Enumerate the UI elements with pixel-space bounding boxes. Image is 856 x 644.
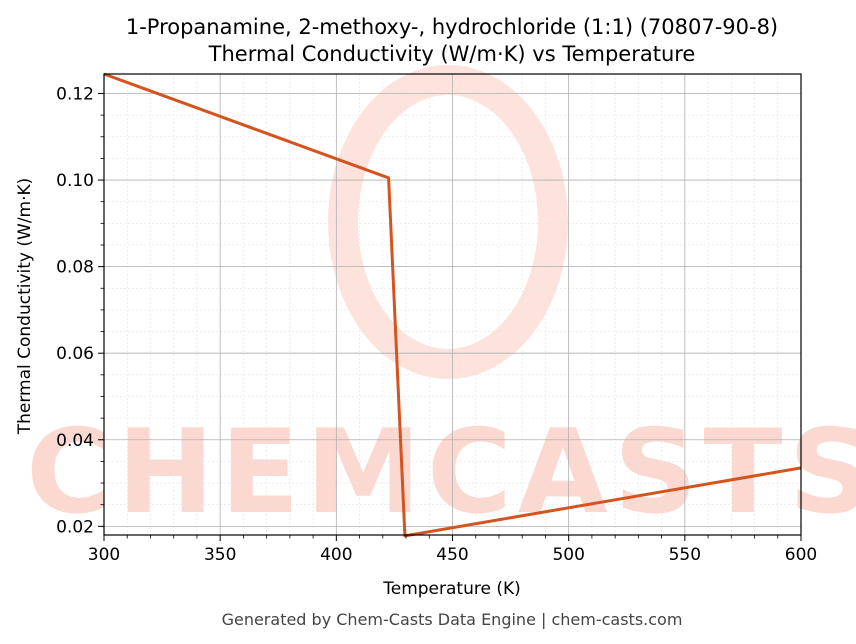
y-tick-label: 0.08 bbox=[56, 258, 94, 278]
x-axis-ticks: 300 350 400 450 500 550 600 bbox=[88, 535, 817, 565]
x-tick-label: 550 bbox=[669, 545, 701, 565]
watermark-text: CHEMCASTS bbox=[26, 405, 856, 540]
y-tick-label: 0.02 bbox=[56, 517, 94, 537]
y-axis-label: Thermal Conductivity (W/m·K) bbox=[15, 178, 35, 436]
y-tick-label: 0.06 bbox=[56, 344, 94, 364]
y-axis-ticks: 0.02 0.04 0.06 0.08 0.10 0.12 bbox=[56, 84, 104, 537]
x-tick-label: 450 bbox=[436, 545, 468, 565]
x-axis-label: Temperature (K) bbox=[382, 579, 521, 599]
footer-credit: Generated by Chem-Casts Data Engine | ch… bbox=[222, 610, 683, 629]
series-layer bbox=[103, 72, 802, 538]
x-tick-label: 400 bbox=[320, 545, 352, 565]
watermark: CHEMCASTS bbox=[26, 65, 856, 540]
watermark-logo-ring bbox=[328, 65, 568, 379]
chart-title-line-2: Thermal Conductivity (W/m·K) vs Temperat… bbox=[208, 42, 696, 66]
y-tick-label: 0.10 bbox=[56, 171, 94, 191]
series-line bbox=[103, 72, 802, 538]
x-tick-label: 600 bbox=[785, 545, 817, 565]
x-tick-label: 500 bbox=[552, 545, 584, 565]
chart-title-line-1: 1-Propanamine, 2-methoxy-, hydrochloride… bbox=[126, 15, 778, 39]
x-tick-label: 300 bbox=[88, 545, 120, 565]
x-tick-label: 350 bbox=[204, 545, 236, 565]
y-tick-label: 0.12 bbox=[56, 84, 94, 104]
y-tick-label: 0.04 bbox=[56, 431, 94, 451]
